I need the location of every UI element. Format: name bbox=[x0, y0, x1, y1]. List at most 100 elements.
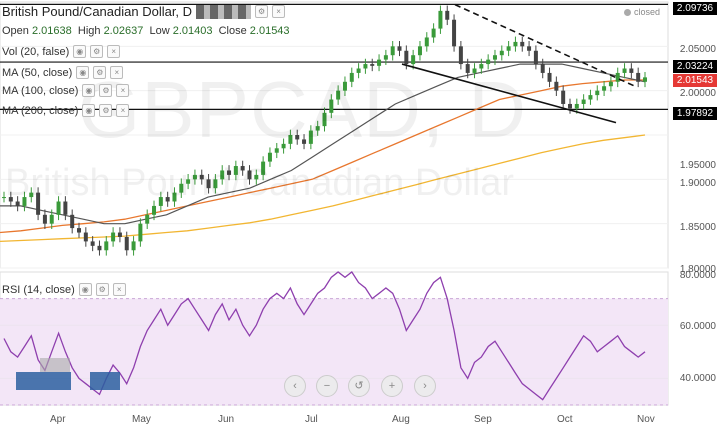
price-tick: 1.90000 bbox=[679, 178, 716, 189]
candle-body bbox=[158, 197, 163, 206]
eye-icon[interactable]: ◉ bbox=[82, 84, 96, 97]
candle-body bbox=[29, 192, 34, 198]
time-tick: Aug bbox=[392, 414, 410, 425]
close-icon[interactable]: × bbox=[272, 5, 286, 18]
candle-body bbox=[499, 50, 504, 56]
candle-body bbox=[636, 72, 641, 82]
settings-icon[interactable]: ⚙ bbox=[99, 84, 113, 97]
price-tick: 2.05000 bbox=[679, 44, 716, 55]
indicator-ma200[interactable]: MA (200, close) ◉ ⚙ × bbox=[2, 104, 130, 117]
indicator-ma100[interactable]: MA (100, close) ◉ ⚙ × bbox=[2, 84, 130, 97]
candle-body bbox=[288, 135, 293, 144]
candle-body bbox=[479, 64, 484, 69]
ma50-line bbox=[0, 63, 646, 225]
candle-body bbox=[8, 197, 13, 202]
time-tick: May bbox=[132, 414, 151, 425]
market-status-text: closed bbox=[634, 7, 661, 17]
settings-icon[interactable]: ⚙ bbox=[93, 66, 107, 79]
candle-body bbox=[533, 50, 538, 65]
symbol-title-text: British Pound/Canadian Dollar, D bbox=[2, 4, 193, 19]
candle-body bbox=[70, 214, 75, 229]
settings-icon[interactable]: ⚙ bbox=[95, 283, 109, 296]
candle-body bbox=[540, 64, 545, 73]
close-icon[interactable]: × bbox=[116, 84, 130, 97]
watermark-symbol: GBPCAD, D bbox=[78, 65, 528, 154]
candle-body bbox=[274, 148, 279, 153]
settings-icon[interactable]: ⚙ bbox=[90, 45, 104, 58]
candle-body bbox=[302, 139, 307, 144]
close-icon[interactable]: × bbox=[112, 283, 126, 296]
candle-body bbox=[322, 112, 327, 127]
candle-body bbox=[458, 46, 463, 65]
redacted-box bbox=[196, 4, 252, 19]
high-label: High bbox=[77, 25, 101, 37]
time-tick: Oct bbox=[557, 414, 573, 425]
candle-body bbox=[63, 201, 68, 215]
candle-body bbox=[42, 214, 47, 224]
candle-body bbox=[281, 143, 286, 149]
candle-body bbox=[227, 170, 232, 175]
candle-body bbox=[574, 103, 579, 109]
market-status: closed bbox=[624, 7, 660, 17]
candle-body bbox=[561, 90, 566, 104]
price-tag-resistance: 2.03224 bbox=[673, 60, 717, 73]
redacted-block bbox=[16, 372, 71, 390]
trendline-dashed bbox=[454, 3, 636, 87]
candle-body bbox=[15, 201, 20, 206]
scroll-left-button[interactable]: ‹ bbox=[284, 375, 306, 397]
candle-body bbox=[295, 135, 300, 140]
indicator-volume[interactable]: Vol (20, false) ◉ ⚙ × bbox=[2, 45, 121, 58]
reset-button[interactable]: ↺ bbox=[348, 375, 370, 397]
candle-body bbox=[261, 161, 266, 175]
candle-body bbox=[186, 179, 191, 184]
candle-body bbox=[615, 72, 620, 82]
status-dot-icon bbox=[624, 8, 631, 16]
candle-body bbox=[145, 214, 150, 224]
candle-body bbox=[152, 205, 157, 215]
time-tick: Nov bbox=[637, 414, 655, 425]
settings-icon[interactable]: ⚙ bbox=[99, 104, 113, 117]
eye-icon[interactable]: ◉ bbox=[82, 104, 96, 117]
candle-body bbox=[547, 72, 552, 82]
settings-icon[interactable]: ⚙ bbox=[255, 5, 269, 18]
zoom-in-icon: + bbox=[388, 380, 396, 392]
zoom-out-button[interactable]: − bbox=[316, 375, 338, 397]
candle-body bbox=[131, 241, 136, 251]
reset-icon: ↺ bbox=[354, 380, 364, 392]
time-tick: Jul bbox=[305, 414, 318, 425]
redacted-block bbox=[90, 372, 120, 390]
time-tick: Sep bbox=[474, 414, 492, 425]
close-icon[interactable]: × bbox=[110, 66, 124, 79]
candle-body bbox=[329, 99, 334, 113]
eye-icon[interactable]: ◉ bbox=[76, 66, 90, 79]
candle-body bbox=[308, 130, 313, 144]
price-tag-support: 1.97892 bbox=[673, 107, 717, 120]
candle-body bbox=[349, 72, 354, 82]
candle-body bbox=[213, 179, 218, 189]
ma200-line bbox=[0, 134, 646, 243]
close-icon[interactable]: × bbox=[116, 104, 130, 117]
candle-body bbox=[506, 46, 511, 51]
candle-body bbox=[383, 55, 388, 60]
indicator-ma50[interactable]: MA (50, close) ◉ ⚙ × bbox=[2, 66, 124, 79]
scroll-right-button[interactable]: › bbox=[414, 375, 436, 397]
candle-body bbox=[138, 223, 143, 242]
eye-icon[interactable]: ◉ bbox=[73, 45, 87, 58]
indicator-label: MA (100, close) bbox=[2, 84, 79, 97]
candle-body bbox=[602, 86, 607, 91]
candle-body bbox=[417, 46, 422, 56]
candle-body bbox=[397, 46, 402, 51]
candle-body bbox=[77, 228, 82, 233]
close-icon[interactable]: × bbox=[107, 45, 121, 58]
time-tick: Jun bbox=[218, 414, 235, 425]
candle-body bbox=[643, 77, 647, 82]
candle-body bbox=[608, 81, 613, 87]
candle-body bbox=[595, 90, 600, 96]
candle-body bbox=[336, 90, 341, 100]
indicator-label: MA (50, close) bbox=[2, 66, 73, 79]
eye-icon[interactable]: ◉ bbox=[78, 283, 92, 296]
candle-body bbox=[2, 197, 6, 199]
zoom-in-button[interactable]: + bbox=[381, 375, 403, 397]
candle-body bbox=[111, 232, 116, 242]
indicator-rsi[interactable]: RSI (14, close) ◉ ⚙ × bbox=[2, 283, 126, 296]
